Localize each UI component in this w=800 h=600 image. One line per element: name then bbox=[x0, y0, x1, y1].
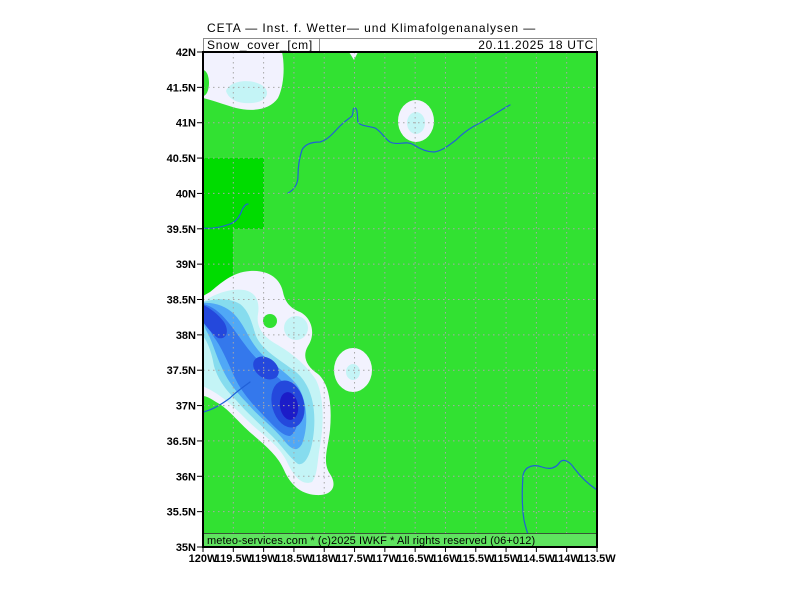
river-north bbox=[287, 104, 511, 194]
map-axes: 42N 41.5N 41N 40.5N 40N 39.5N 39N 38.5N 38N 37.5N… bbox=[167, 47, 617, 565]
lat-label: 35.5N bbox=[167, 507, 196, 519]
lat-lon-grid bbox=[203, 52, 597, 547]
lat-label: 38.5N bbox=[167, 295, 196, 307]
map-title: CETA — Inst. f. Wetter— und Klimafolgena… bbox=[207, 21, 536, 35]
valid-time-label: 20.11.2025 18 UTC bbox=[478, 38, 594, 52]
lon-label: 113.5W bbox=[578, 553, 616, 565]
lon-label: 116.5W bbox=[396, 553, 434, 565]
snow-patch-top-edge bbox=[349, 52, 358, 60]
lat-label: 41N bbox=[176, 118, 196, 130]
lon-label: 115.5W bbox=[457, 553, 495, 565]
lon-label: 116W bbox=[431, 553, 460, 565]
lat-label: 38N bbox=[176, 330, 196, 342]
snow-spot-southwest bbox=[284, 316, 308, 340]
lat-label: 37N bbox=[176, 401, 196, 413]
lon-label: 115W bbox=[492, 553, 521, 565]
snow-area-middle-level-5 bbox=[253, 356, 279, 380]
lon-label: 120W bbox=[189, 553, 218, 565]
river-west bbox=[203, 203, 249, 229]
lon-label: 114W bbox=[553, 553, 582, 565]
lon-label: 117W bbox=[371, 553, 400, 565]
lon-label: 119W bbox=[250, 553, 279, 565]
lat-label: 40.5N bbox=[167, 153, 196, 165]
variable-label: Snow_cover_[cm] bbox=[207, 38, 313, 52]
lat-label: 37.5N bbox=[167, 365, 196, 377]
lon-label: 114.5W bbox=[518, 553, 556, 565]
lon-label: 119.5W bbox=[215, 553, 253, 565]
river-southeast bbox=[521, 459, 597, 547]
lon-label: 117.5W bbox=[336, 553, 374, 565]
river-southwest bbox=[203, 381, 251, 413]
snow-area-west-edge-level-5 bbox=[203, 305, 227, 339]
snow-free-gap-northwest bbox=[203, 70, 209, 96]
lat-label: 36.5N bbox=[167, 436, 196, 448]
snow-patch-central-core bbox=[346, 364, 360, 380]
lon-label: 118W bbox=[310, 553, 339, 565]
snow-patch-northwest-core bbox=[226, 81, 268, 104]
snow-free-hole bbox=[263, 314, 277, 328]
lat-label: 40N bbox=[176, 188, 196, 200]
lat-label: 42N bbox=[176, 47, 196, 59]
lat-label: 36N bbox=[176, 471, 196, 483]
map-field bbox=[203, 52, 597, 547]
lat-label: 39N bbox=[176, 259, 196, 271]
lat-label: 41.5N bbox=[167, 82, 196, 94]
snow-patch-northeast-core bbox=[407, 112, 425, 134]
credit-text: meteo-services.com * (c)2025 IWKF * All … bbox=[207, 535, 535, 547]
lat-label: 35N bbox=[176, 542, 196, 554]
lat-label: 39.5N bbox=[167, 224, 196, 236]
lon-label: 118.5W bbox=[275, 553, 313, 565]
